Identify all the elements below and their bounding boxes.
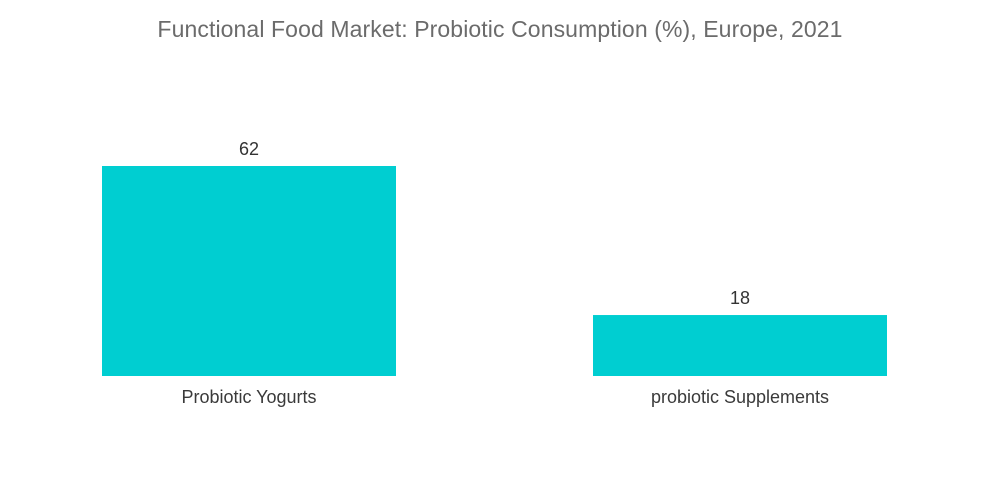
- bar-1: [102, 166, 396, 376]
- value-label-1: 62: [239, 139, 259, 159]
- value-label-2: 18: [730, 288, 750, 308]
- chart-title: Functional Food Market: Probiotic Consum…: [157, 16, 843, 42]
- category-label-2: probiotic Supplements: [651, 387, 829, 407]
- category-label-1: Probiotic Yogurts: [181, 387, 316, 407]
- bar-2: [593, 315, 887, 376]
- bars-layer: 62 Probiotic Yogurts 18 probiotic Supplemen…: [102, 139, 887, 407]
